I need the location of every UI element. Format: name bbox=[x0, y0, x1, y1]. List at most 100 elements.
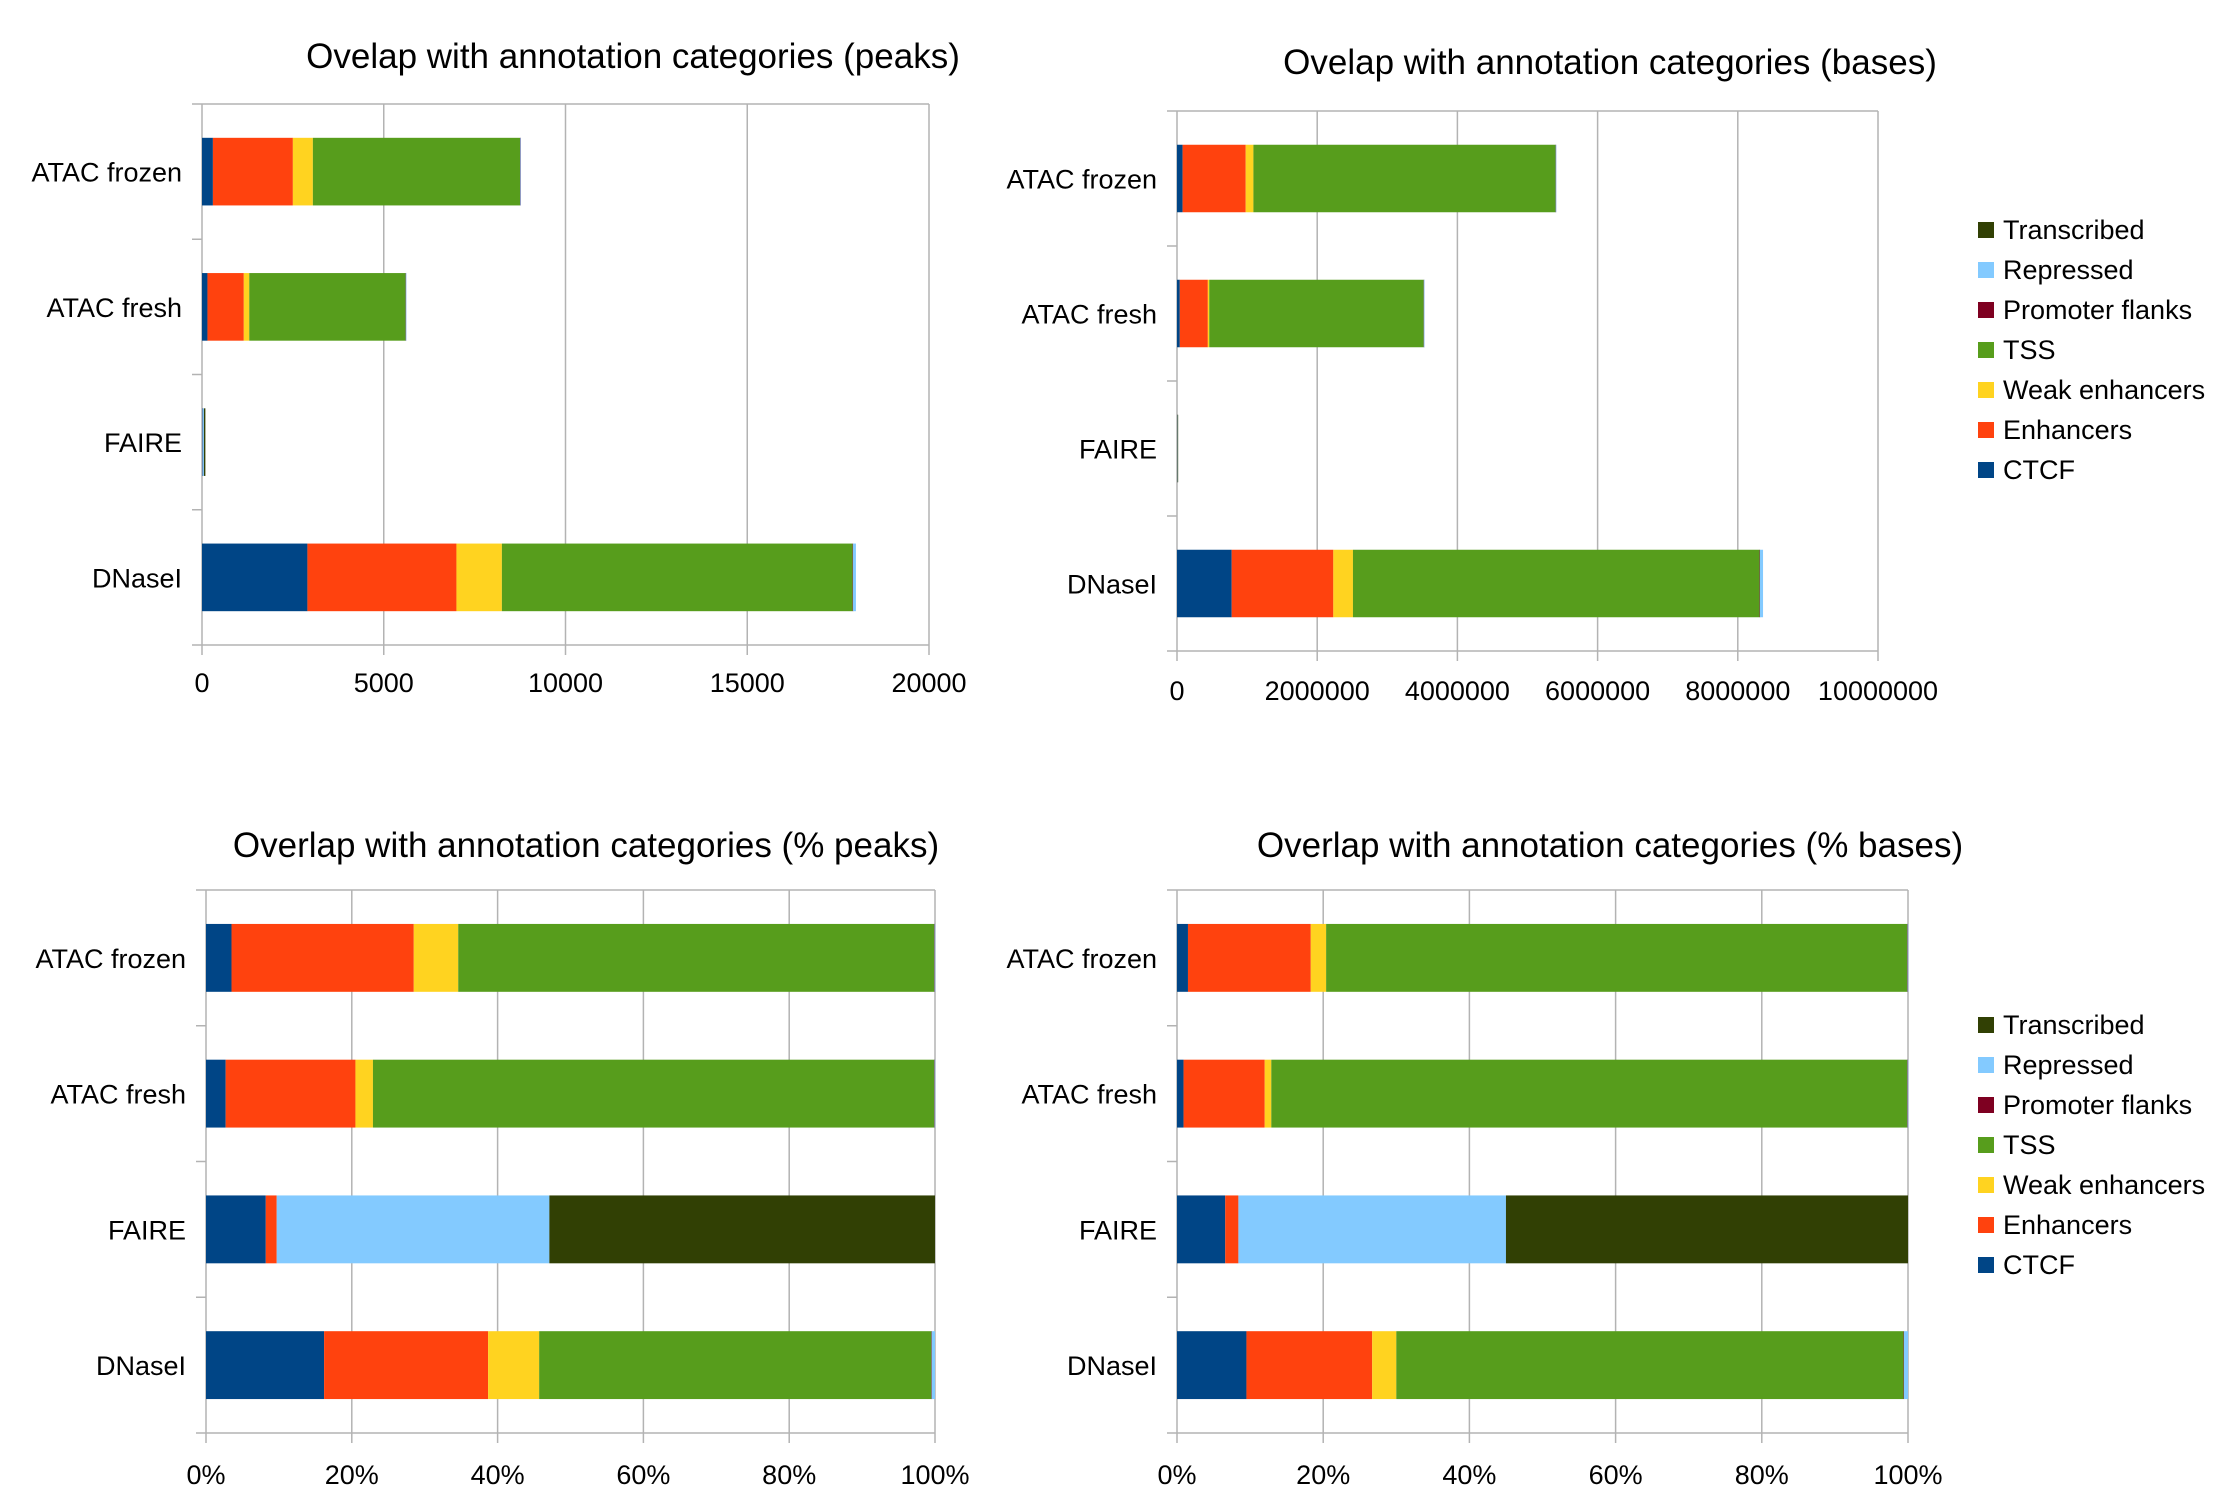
x-tick-label: 6000000 bbox=[1545, 676, 1650, 706]
bar-faire-enhancers bbox=[1225, 1195, 1239, 1264]
x-tick-label: 8000000 bbox=[1685, 676, 1790, 706]
legend: Transcribed Repressed Promoter flanks TSS We… bbox=[1978, 215, 2205, 485]
bar-atac-fresh-repressed bbox=[405, 273, 407, 341]
bar-atac-frozen-weak-enhancers bbox=[292, 137, 313, 206]
legend-swatch-weak-enhancers bbox=[1978, 382, 1994, 398]
bar-faire-ctcf bbox=[202, 408, 203, 476]
bar-atac-fresh-promoter-flanks bbox=[934, 1059, 935, 1128]
legend-label-weak-enhancers: Weak enhancers bbox=[2003, 1170, 2205, 1200]
chart-peaks: Ovelap with annotation categories (peaks… bbox=[31, 37, 966, 698]
bar-atac-frozen-enhancers bbox=[212, 137, 293, 206]
legend-label-ctcf: CTCF bbox=[2003, 1250, 2075, 1280]
bar-atac-frozen-repressed bbox=[934, 923, 936, 992]
bar-atac-frozen-weak-enhancers bbox=[1310, 923, 1327, 992]
bar-atac-fresh-weak-enhancers bbox=[1264, 1059, 1272, 1128]
bar-dnasei-weak-enhancers bbox=[456, 543, 502, 612]
bar-faire-transcribed bbox=[549, 1195, 935, 1264]
bar-dnasei-enhancers bbox=[1231, 549, 1334, 618]
bar-atac-fresh-repressed bbox=[1907, 1059, 1909, 1128]
bar-atac-fresh-repressed bbox=[934, 1059, 936, 1128]
bar-atac-frozen-enhancers bbox=[231, 923, 414, 992]
legend-label-tss: TSS bbox=[2003, 1130, 2056, 1160]
bar-atac-frozen-repressed bbox=[1907, 923, 1909, 992]
x-tick-label: 40% bbox=[471, 1460, 525, 1490]
x-tick-label: 20% bbox=[1296, 1460, 1350, 1490]
x-tick-label: 80% bbox=[762, 1460, 816, 1490]
bar-dnasei-repressed bbox=[1903, 1331, 1908, 1400]
bar-faire-ctcf bbox=[206, 1195, 266, 1264]
x-tick-label: 20000 bbox=[891, 668, 966, 698]
legend-label-enhancers: Enhancers bbox=[2003, 415, 2132, 445]
x-tick-label: 0 bbox=[194, 668, 209, 698]
bar-atac-fresh-weak-enhancers bbox=[243, 273, 250, 341]
bar-dnasei-ctcf bbox=[202, 543, 308, 612]
bar-dnasei-promoter-flanks bbox=[931, 1331, 932, 1400]
y-tick-label: ATAC fresh bbox=[46, 293, 182, 323]
bar-atac-frozen-repressed bbox=[520, 137, 521, 206]
legend-swatch-enhancers bbox=[1978, 422, 1994, 438]
bar-atac-frozen-tss bbox=[312, 137, 521, 206]
bar-dnasei-weak-enhancers bbox=[1333, 549, 1353, 618]
legend-label-promoter-flanks: Promoter flanks bbox=[2003, 1090, 2192, 1120]
bar-dnasei-ctcf bbox=[206, 1331, 325, 1400]
bar-dnasei-promoter-flanks bbox=[852, 543, 854, 612]
bar-dnasei-tss bbox=[539, 1331, 932, 1400]
bar-atac-frozen-ctcf bbox=[206, 923, 232, 992]
bar-dnasei-enhancers bbox=[307, 543, 457, 612]
x-tick-label: 80% bbox=[1735, 1460, 1789, 1490]
bar-faire-transcribed bbox=[1177, 414, 1179, 483]
x-tick-label: 60% bbox=[616, 1460, 670, 1490]
y-tick-label: FAIRE bbox=[108, 1215, 186, 1245]
y-tick-label: ATAC frozen bbox=[1006, 165, 1157, 195]
bar-dnasei-promoter-flanks bbox=[1903, 1331, 1905, 1400]
legend-label-promoter-flanks: Promoter flanks bbox=[2003, 295, 2192, 325]
x-tick-label: 4000000 bbox=[1405, 676, 1510, 706]
chart-title: Overlap with annotation categories (% ba… bbox=[1257, 826, 1963, 865]
bar-atac-frozen-enhancers bbox=[1182, 144, 1246, 213]
legend-label-repressed: Repressed bbox=[2003, 255, 2134, 285]
bar-faire-ctcf bbox=[1177, 1195, 1226, 1264]
bar-dnasei-enhancers bbox=[1246, 1331, 1373, 1400]
bar-dnasei-repressed bbox=[853, 543, 856, 612]
legend-swatch-weak-enhancers bbox=[1978, 1177, 1994, 1193]
x-tick-label: 20% bbox=[325, 1460, 379, 1490]
chart-title: Overlap with annotation categories (% pe… bbox=[233, 826, 939, 865]
legend-swatch-tss bbox=[1978, 342, 1994, 358]
y-tick-label: ATAC frozen bbox=[31, 158, 182, 188]
legend-swatch-transcribed bbox=[1978, 1017, 1994, 1033]
legend-label-ctcf: CTCF bbox=[2003, 455, 2075, 485]
y-tick-label: FAIRE bbox=[104, 428, 182, 458]
chart-bases: Ovelap with annotation categories (bases… bbox=[1006, 43, 2205, 706]
x-tick-label: 0% bbox=[186, 1460, 225, 1490]
y-tick-label: ATAC fresh bbox=[50, 1080, 186, 1110]
bar-atac-frozen-weak-enhancers bbox=[413, 923, 459, 992]
legend-label-transcribed: Transcribed bbox=[2003, 1010, 2145, 1040]
x-tick-label: 100% bbox=[900, 1460, 969, 1490]
bar-atac-frozen-weak-enhancers bbox=[1245, 144, 1254, 213]
bar-atac-fresh-ctcf bbox=[1177, 279, 1180, 348]
bar-dnasei-enhancers bbox=[324, 1331, 489, 1400]
legend-swatch-transcribed bbox=[1978, 222, 1994, 238]
legend-label-transcribed: Transcribed bbox=[2003, 215, 2145, 245]
bar-faire-enhancers bbox=[265, 1195, 277, 1264]
bar-dnasei-ctcf bbox=[1177, 1331, 1247, 1400]
bar-atac-fresh-tss bbox=[249, 273, 406, 341]
x-tick-label: 60% bbox=[1589, 1460, 1643, 1490]
y-tick-label: DNaseI bbox=[1067, 1351, 1157, 1381]
bar-dnasei-tss bbox=[1396, 1331, 1904, 1400]
legend-swatch-repressed bbox=[1978, 262, 1994, 278]
bar-atac-frozen-ctcf bbox=[202, 137, 213, 206]
legend-label-repressed: Repressed bbox=[2003, 1050, 2134, 1080]
bar-atac-frozen-tss bbox=[1326, 923, 1908, 992]
legend-swatch-promoter-flanks bbox=[1978, 302, 1994, 318]
chart-percent-bases: Overlap with annotation categories (% ba… bbox=[1006, 826, 2205, 1490]
bar-atac-frozen-tss bbox=[1253, 144, 1556, 213]
x-tick-label: 2000000 bbox=[1265, 676, 1370, 706]
x-tick-label: 15000 bbox=[710, 668, 785, 698]
bar-dnasei-weak-enhancers bbox=[1372, 1331, 1397, 1400]
bar-dnasei-repressed bbox=[1759, 549, 1764, 618]
y-tick-label: DNaseI bbox=[1067, 570, 1157, 600]
chart-percent-peaks: Overlap with annotation categories (% pe… bbox=[35, 826, 969, 1490]
bar-atac-fresh-enhancers bbox=[225, 1059, 356, 1128]
bar-atac-fresh-tss bbox=[1271, 1059, 1908, 1128]
